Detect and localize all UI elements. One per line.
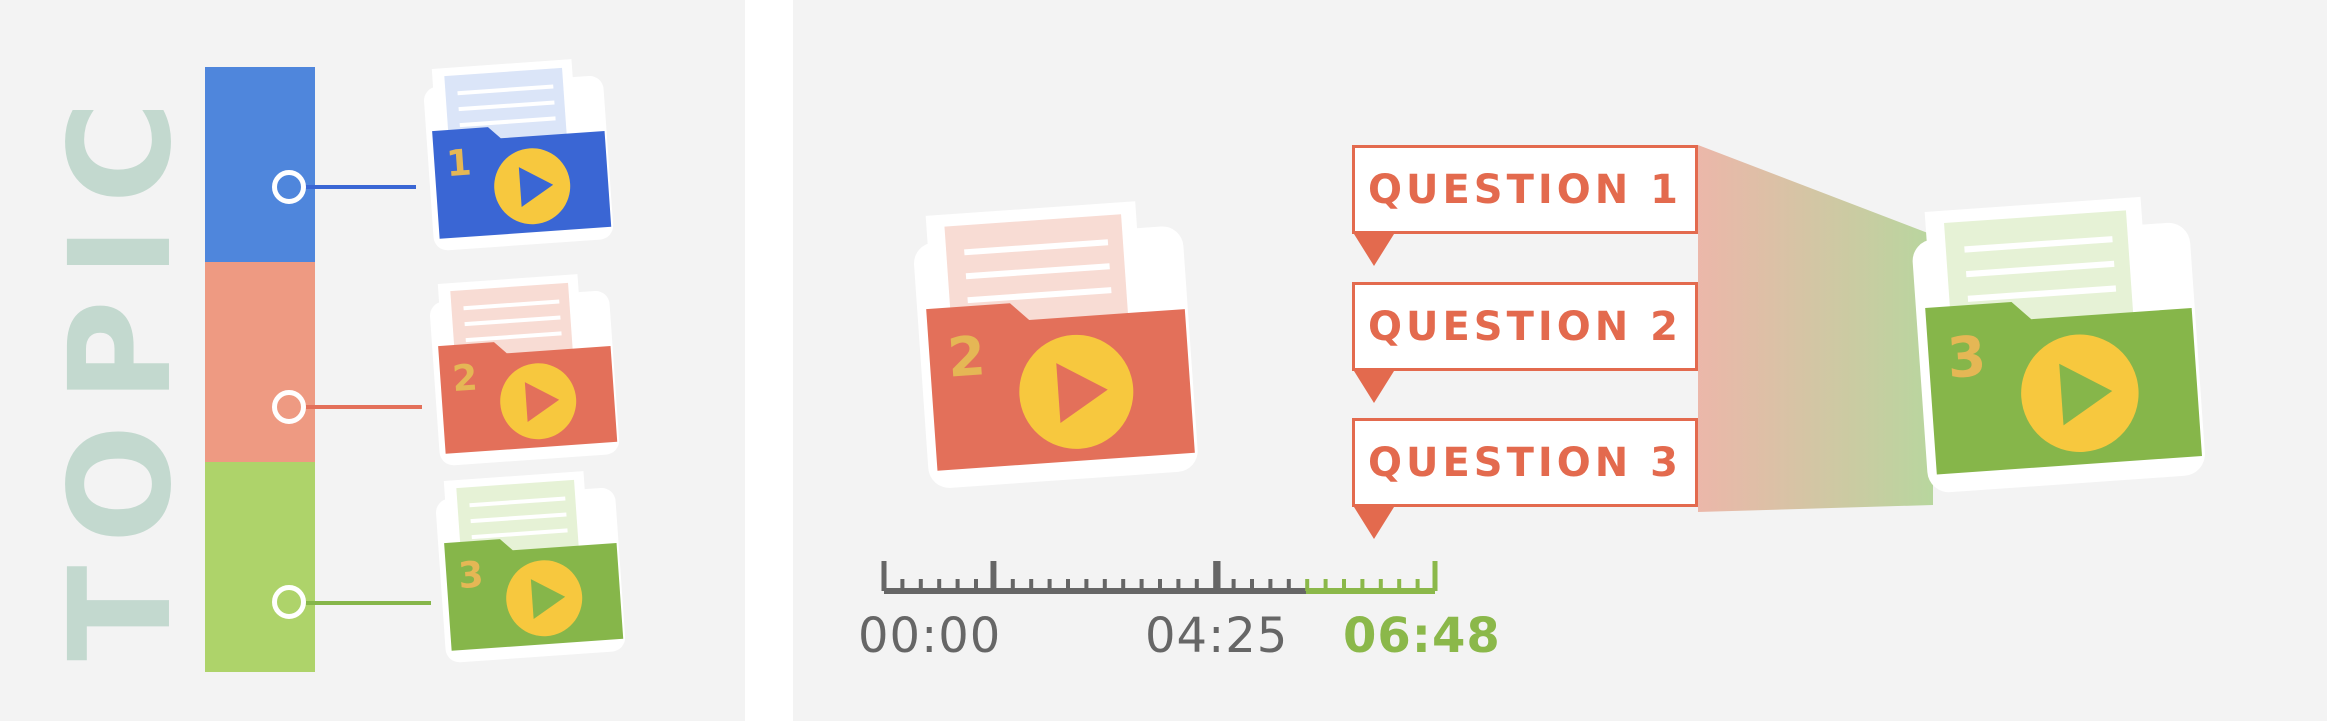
zoom-folder[interactable]: 3	[1891, 175, 2231, 515]
topic-panel: TOPIC 1	[0, 0, 745, 721]
pointer-triangle-icon	[1354, 371, 1394, 403]
connector-3	[306, 601, 431, 605]
folder-play-icon: 3	[1912, 196, 2205, 493]
zoom-beam	[1698, 145, 1933, 512]
topic-band-3	[205, 462, 315, 672]
topic-band-1	[205, 67, 315, 262]
folder-play-icon: 2	[914, 201, 1198, 488]
time-start-label: 00:00	[858, 608, 1002, 664]
folder-number: 2	[945, 324, 987, 389]
question-2-button[interactable]: QUESTION 2	[1352, 282, 1698, 371]
video-panel: 2 3	[793, 0, 2327, 721]
topic-folder-2[interactable]: 2	[416, 270, 636, 470]
pointer-triangle-icon	[1354, 507, 1394, 539]
featured-folder[interactable]: 2	[893, 185, 1223, 505]
folder-play-icon: 3	[436, 471, 626, 663]
question-3-button[interactable]: QUESTION 3	[1352, 418, 1698, 507]
time-end-label: 06:48	[1343, 608, 1501, 664]
folder-number: 2	[451, 357, 479, 400]
node-ring-icon	[272, 390, 306, 424]
folder-number: 3	[1945, 324, 1988, 392]
folder-number: 1	[445, 142, 473, 185]
play-icon	[518, 167, 554, 208]
node-ring-icon	[272, 170, 306, 204]
folder-play-icon: 2	[430, 274, 620, 466]
question-1-button[interactable]: QUESTION 1	[1352, 145, 1698, 234]
connector-2	[306, 405, 422, 409]
play-icon	[1056, 363, 1108, 424]
node-ring-icon	[272, 585, 306, 619]
topic-folder-3[interactable]: 3	[422, 467, 642, 667]
play-icon	[524, 382, 560, 423]
play-icon	[530, 579, 566, 620]
play-icon	[2059, 363, 2113, 426]
connector-1	[306, 185, 416, 189]
topic-band-2	[205, 262, 315, 462]
time-marker-label: 04:25	[1145, 608, 1289, 664]
pointer-triangle-icon	[1354, 234, 1394, 266]
folder-number: 3	[457, 554, 485, 597]
topic-folder-1[interactable]: 1	[410, 55, 630, 255]
folder-play-icon: 1	[424, 59, 614, 251]
